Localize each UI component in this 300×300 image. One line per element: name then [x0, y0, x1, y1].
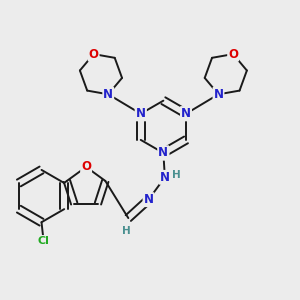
Text: N: N: [181, 107, 191, 120]
Text: Cl: Cl: [37, 236, 49, 246]
Text: O: O: [81, 160, 91, 173]
Text: N: N: [158, 146, 168, 160]
Text: N: N: [160, 171, 170, 184]
Text: N: N: [143, 193, 154, 206]
Text: H: H: [122, 226, 130, 236]
Text: N: N: [103, 88, 113, 101]
Text: N: N: [214, 88, 224, 101]
Text: N: N: [181, 107, 191, 120]
Text: N: N: [136, 107, 146, 120]
Text: H: H: [172, 170, 181, 180]
Text: N: N: [136, 107, 146, 120]
Text: N: N: [158, 146, 168, 160]
Text: O: O: [228, 48, 238, 61]
Text: O: O: [88, 48, 99, 61]
